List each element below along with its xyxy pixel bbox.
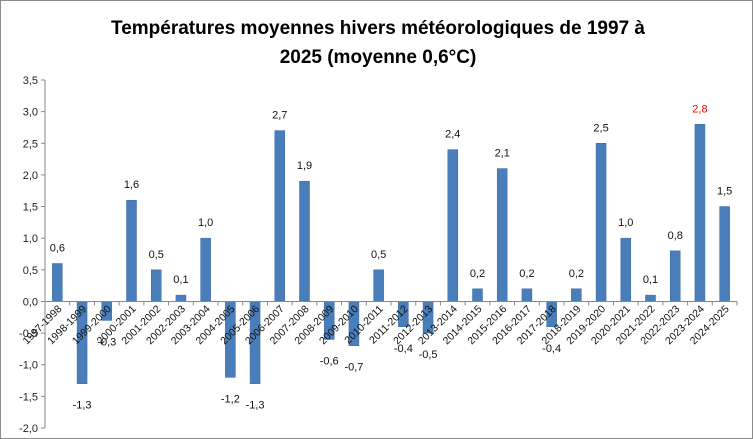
bar: [126, 199, 137, 302]
data-label: -1,2: [221, 393, 240, 405]
y-tick-label: -1,0: [19, 360, 38, 372]
data-label: 0,6: [50, 242, 65, 254]
data-label: 0,5: [371, 249, 386, 261]
data-label: 2,7: [272, 110, 287, 122]
y-axis: -2,0 -1,5 -1,0 -0,5 0,0 0,5 1,0 1,5 2,0 2,5 3,0 3,5: [19, 75, 46, 435]
y-tick-label: -0,5: [19, 328, 38, 340]
bar: [595, 143, 607, 302]
y-tick-label: 2,0: [23, 170, 38, 182]
data-label: 0,5: [149, 249, 164, 261]
data-label: -0,6: [320, 355, 339, 367]
y-tick-label: 3,5: [23, 75, 38, 87]
data-label: 1,5: [717, 186, 732, 198]
data-label: 1,9: [297, 160, 312, 172]
data-label: 1,6: [124, 179, 139, 191]
chart-title-line-2: 2025 (moyenne 0,6°C): [280, 47, 477, 68]
data-label: -0,4: [394, 343, 413, 355]
data-label: 0,2: [470, 268, 485, 280]
y-tick-label: 3,0: [23, 107, 38, 119]
bar: [645, 294, 656, 302]
data-label: 0,2: [569, 268, 584, 280]
bar: [447, 149, 459, 302]
data-label: 2,1: [495, 148, 510, 160]
bar: [373, 269, 384, 302]
data-label: 2,5: [593, 122, 608, 134]
bar: [200, 237, 211, 302]
data-label: -0,5: [419, 349, 438, 361]
bar: [150, 269, 162, 302]
bars: [52, 124, 730, 384]
data-label: -1,3: [73, 400, 92, 412]
category-labels: 1997-19981998-19991999-20002000-20012001…: [20, 303, 731, 347]
y-tick-label: 0,5: [23, 265, 38, 277]
data-label: 0,2: [519, 268, 534, 280]
bar: [694, 124, 706, 302]
data-label: 1,0: [618, 217, 633, 229]
y-tick-label: 1,0: [23, 233, 38, 245]
data-label: 2,4: [445, 129, 460, 141]
data-label: 0,1: [643, 274, 658, 286]
chart-title-line-1: Températures moyennes hivers météorologi…: [111, 18, 645, 39]
data-label: -0,7: [344, 362, 363, 374]
bar: [719, 206, 730, 302]
y-tick-label: -1,5: [19, 391, 38, 403]
data-label: 1,0: [198, 217, 213, 229]
data-label: -0,3: [97, 336, 116, 348]
data-label: 0,8: [668, 230, 683, 242]
bar: [571, 288, 582, 302]
y-tick-label: -2,0: [19, 423, 38, 435]
bar: [175, 294, 187, 302]
y-tick-label: 2,5: [23, 138, 38, 150]
bar: [299, 180, 310, 302]
bar: [472, 288, 483, 302]
data-label: 0,1: [173, 274, 188, 286]
data-label: -0,4: [542, 343, 561, 355]
bar: [521, 288, 533, 302]
data-labels: 0,6 -1,3 -0,3 1,6 0,5 0,1 1,0 -1,2 -1,3 2,7 1,9 -0,…: [50, 103, 733, 411]
bar: [52, 263, 63, 302]
y-tick-label: 0,0: [23, 296, 38, 308]
x-axis: [44, 300, 738, 306]
data-label: 2,8: [692, 103, 707, 115]
bar: [620, 237, 632, 302]
bar: [669, 250, 681, 302]
bar: [274, 130, 286, 302]
data-label: -1,3: [246, 400, 265, 412]
bar: [496, 168, 508, 302]
y-tick-label: 1,5: [23, 202, 38, 214]
